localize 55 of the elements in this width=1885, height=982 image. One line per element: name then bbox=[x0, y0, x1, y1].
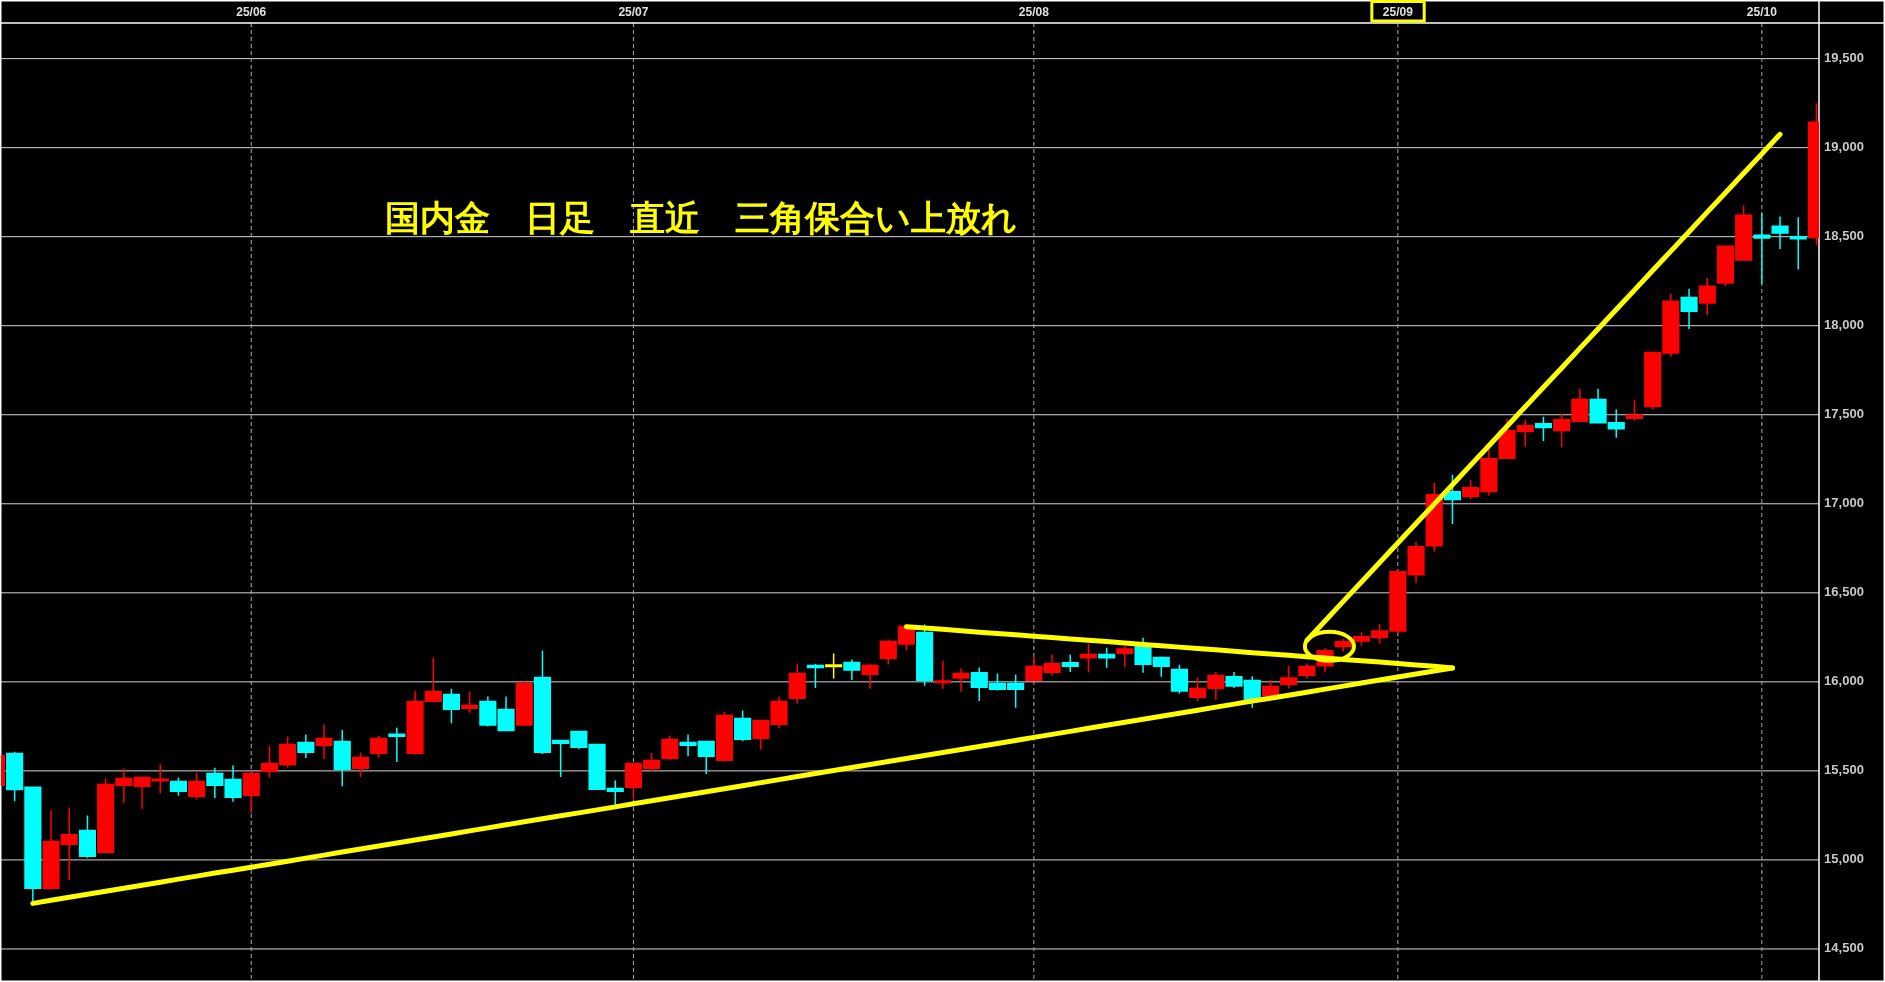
y-tick-label: 19,500 bbox=[1824, 50, 1864, 66]
candlestick bbox=[351, 751, 370, 778]
candlestick bbox=[78, 814, 97, 859]
candlestick bbox=[461, 690, 479, 714]
y-tick-label: 17,000 bbox=[1824, 495, 1864, 511]
candlestick bbox=[1098, 647, 1116, 669]
candlestick bbox=[1625, 398, 1644, 422]
candlestick bbox=[1061, 654, 1079, 673]
candlestick bbox=[861, 662, 879, 690]
y-tick-label: 18,000 bbox=[1824, 317, 1864, 333]
candlestick bbox=[188, 772, 206, 800]
y-tick-label: 19,000 bbox=[1824, 139, 1864, 155]
y-tick-label: 15,000 bbox=[1824, 851, 1864, 867]
candlestick bbox=[734, 709, 752, 742]
candlestick bbox=[315, 723, 333, 760]
candlestick bbox=[1698, 276, 1716, 316]
candlestick bbox=[1170, 664, 1189, 695]
candlestick bbox=[442, 688, 461, 724]
x-tick-label: 25/10 bbox=[1746, 5, 1778, 19]
candlestick bbox=[297, 733, 315, 759]
candlestick bbox=[661, 734, 679, 761]
candlestick bbox=[952, 667, 970, 693]
candlestick bbox=[788, 663, 806, 705]
candlestick bbox=[843, 658, 861, 681]
x-tick-label: 25/09 bbox=[1382, 5, 1414, 19]
candlestick bbox=[1280, 665, 1298, 690]
y-tick-label: 16,000 bbox=[1824, 673, 1864, 689]
candlestick bbox=[169, 776, 188, 797]
x-tick-label: 25/06 bbox=[236, 5, 267, 19]
candlestick bbox=[1753, 212, 1771, 285]
y-tick-label: 14,500 bbox=[1824, 940, 1864, 956]
x-tick-label: 25/07 bbox=[618, 5, 649, 19]
candlestick bbox=[1789, 216, 1807, 271]
y-tick-label: 17,500 bbox=[1824, 406, 1864, 422]
candlestick bbox=[242, 772, 260, 815]
candlestick bbox=[1771, 215, 1789, 250]
candlestick bbox=[1334, 638, 1352, 653]
candlestick bbox=[806, 663, 825, 689]
candlestick bbox=[333, 729, 351, 787]
candlestick bbox=[1079, 642, 1098, 674]
candlestick bbox=[825, 652, 843, 680]
candlestick bbox=[715, 711, 734, 763]
candlestick bbox=[934, 660, 952, 690]
candlestick bbox=[1116, 645, 1134, 668]
candlestick bbox=[515, 679, 533, 726]
y-tick-label: 16,500 bbox=[1824, 584, 1864, 600]
y-tick-label: 15,500 bbox=[1824, 762, 1864, 778]
candlestick bbox=[1680, 287, 1698, 330]
y-tick-label: 18,500 bbox=[1824, 228, 1864, 244]
x-tick-label: 25/08 bbox=[1018, 5, 1050, 19]
text: 国内金 日足 直近 三角保合い上放れ bbox=[385, 198, 1017, 238]
candlestick bbox=[370, 735, 388, 759]
candlestick bbox=[1534, 415, 1553, 442]
candlestick bbox=[916, 623, 934, 687]
candlestick bbox=[388, 727, 406, 763]
